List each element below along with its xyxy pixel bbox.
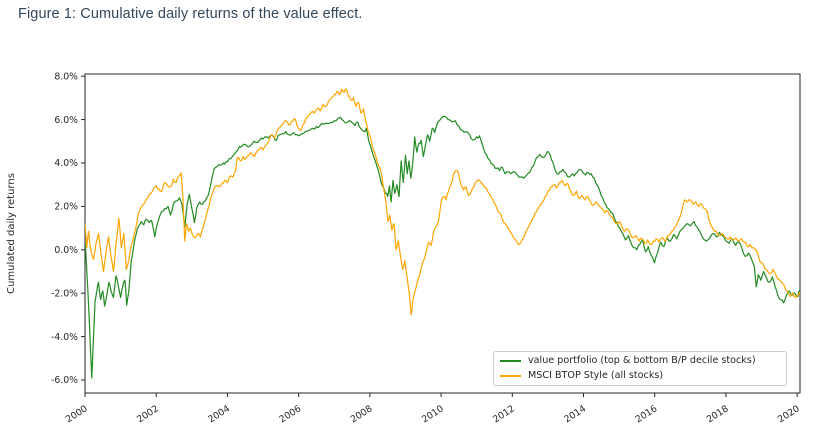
y-tick-label: -2.0% xyxy=(51,288,78,299)
x-tick-label: 2002 xyxy=(135,403,161,425)
x-tick-label: 2014 xyxy=(562,403,588,425)
plot-frame xyxy=(84,73,801,394)
x-tick-label: 2018 xyxy=(705,403,731,425)
y-tick-label: -6.0% xyxy=(51,375,78,386)
x-tick-label: 2020 xyxy=(776,403,802,425)
legend-line-orange-icon xyxy=(500,374,521,377)
figure-caption: Figure 1: Cumulative daily returns of th… xyxy=(18,6,363,22)
x-tick-label: 2016 xyxy=(634,403,660,425)
y-tick-label: 8.0% xyxy=(54,71,78,82)
legend-line-green-icon xyxy=(500,360,521,363)
y-tick-label: 4.0% xyxy=(54,158,78,169)
series-line-msci-btop xyxy=(85,88,800,316)
y-tick-label: 6.0% xyxy=(54,115,78,126)
y-tick-label: 0.0% xyxy=(54,245,78,256)
x-tick-label: 2004 xyxy=(206,403,232,425)
y-axis-label: Cumulated daily returns xyxy=(6,173,17,294)
chart-legend: value portfolio (top & bottom B/P decile… xyxy=(493,351,787,386)
x-tick-label: 2010 xyxy=(420,403,446,425)
legend-label-msci-btop: MSCI BTOP Style (all stocks) xyxy=(528,369,664,381)
y-tick-label: 2.0% xyxy=(54,202,78,213)
legend-label-value-portfolio: value portfolio (top & bottom B/P decile… xyxy=(528,355,756,367)
legend-item-value-portfolio: value portfolio (top & bottom B/P decile… xyxy=(500,355,782,368)
y-tick-label: -4.0% xyxy=(51,332,78,343)
x-tick-label: 2006 xyxy=(277,403,303,425)
x-tick-label: 2012 xyxy=(491,403,517,425)
series-line-value-portfolio xyxy=(85,115,800,379)
legend-item-msci-btop: MSCI BTOP Style (all stocks) xyxy=(500,369,782,382)
x-tick-label: 2000 xyxy=(64,403,90,425)
x-tick-label: 2008 xyxy=(349,403,375,425)
